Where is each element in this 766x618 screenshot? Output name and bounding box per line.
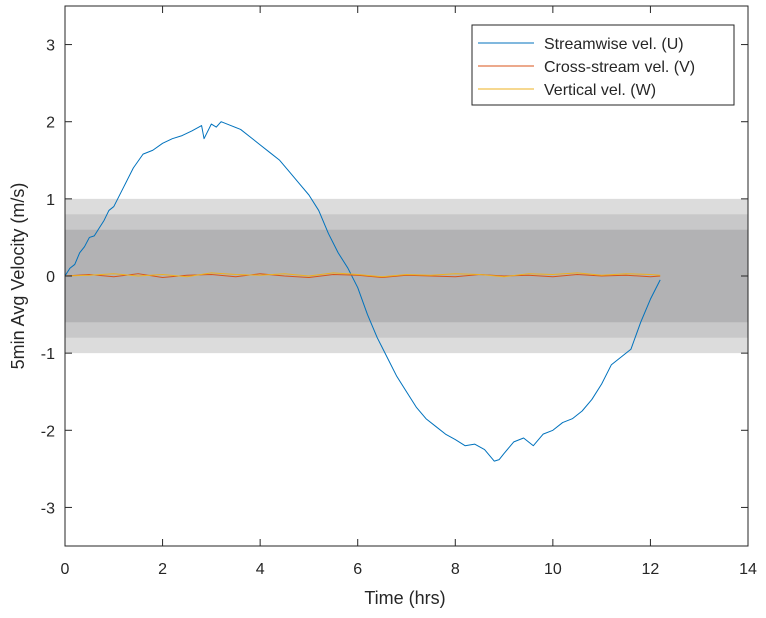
x-tick-label: 4 <box>256 561 265 578</box>
y-tick-label: -1 <box>41 346 55 363</box>
y-tick-label: -2 <box>41 423 55 440</box>
x-tick-label: 14 <box>739 561 757 578</box>
series-line-2 <box>64 272 661 278</box>
x-tick-label: 6 <box>353 561 362 578</box>
y-tick-label: 2 <box>46 115 55 132</box>
x-tick-label: 10 <box>544 561 562 578</box>
legend-label-0: Streamwise vel. (U) <box>544 36 684 53</box>
x-axis-label: Time (hrs) <box>364 588 445 608</box>
y-tick-label: -3 <box>41 500 55 517</box>
legend-label-2: Vertical vel. (W) <box>544 82 656 99</box>
y-tick-label: 1 <box>46 192 55 209</box>
legend-box <box>471 24 735 106</box>
y-tick-label: 0 <box>46 269 55 286</box>
legend-label-1: Cross-stream vel. (V) <box>544 59 695 76</box>
x-tick-label: 8 <box>451 561 460 578</box>
series-line-1 <box>64 273 661 279</box>
series-line-0 <box>64 121 661 462</box>
x-tick-label: 0 <box>61 561 70 578</box>
x-tick-label: 2 <box>158 561 167 578</box>
legend: Streamwise vel. (U) Cross-stream vel. (V)… <box>471 24 735 106</box>
y-tick-label: 3 <box>46 38 55 55</box>
y-axis-label: 5min Avg Velocity (m/s) <box>8 183 28 370</box>
x-tick-label: 12 <box>642 561 660 578</box>
series-layer <box>64 121 661 462</box>
